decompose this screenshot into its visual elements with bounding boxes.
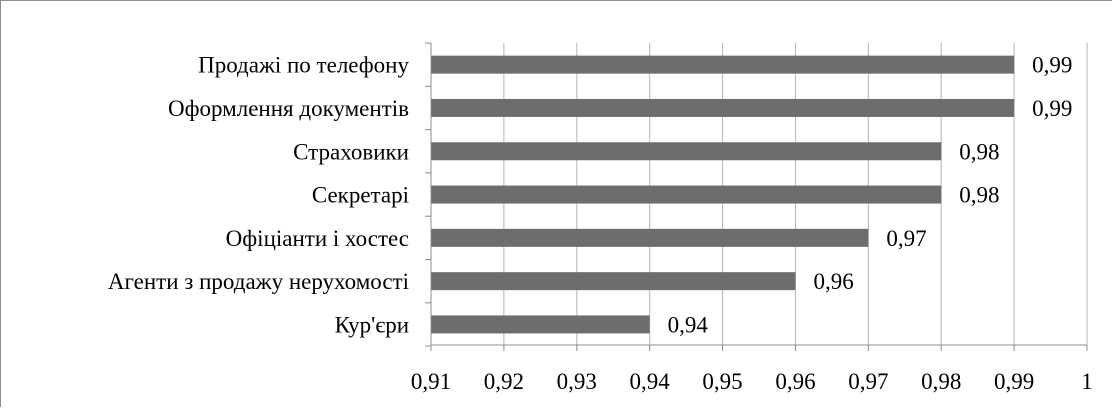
category-label: Офіціанти і хостес: [226, 226, 409, 251]
data-label: 0,98: [959, 139, 999, 164]
x-tick-label: 0,92: [484, 369, 524, 394]
category-label: Секретарі: [312, 183, 409, 208]
x-tick-label: 0,97: [848, 369, 888, 394]
category-label: Продажі по телефону: [198, 53, 409, 78]
x-tick-label: 0,99: [994, 369, 1034, 394]
bar: [431, 142, 942, 161]
x-tick-label: 0,94: [630, 369, 671, 394]
data-label: 0,98: [959, 183, 999, 208]
x-tick-label: 0,93: [557, 369, 597, 394]
x-tick-label: 0,98: [921, 369, 961, 394]
category-label: Кур'єри: [335, 312, 409, 337]
bar: [431, 315, 650, 334]
bar: [431, 228, 869, 247]
data-label: 0,99: [1032, 96, 1072, 121]
bar: [431, 272, 796, 291]
data-label: 0,96: [813, 269, 853, 294]
data-label: 0,94: [668, 312, 709, 337]
x-tick-label: 0,95: [702, 369, 742, 394]
bars: [431, 55, 1015, 334]
x-tick-label: 0,96: [775, 369, 815, 394]
axes: [425, 42, 1088, 351]
category-label: Агенти з продажу нерухомості: [108, 269, 409, 294]
data-label: 0,99: [1032, 53, 1072, 78]
data-label: 0,97: [886, 226, 926, 251]
category-label: Оформлення документів: [168, 96, 409, 121]
labels: 0,91 0,92 0,93 0,94 0,95 0,96 0,97 0,98 0,99 1 Про…: [108, 53, 1093, 394]
x-tick-label: 0,91: [411, 369, 451, 394]
bar: [431, 98, 1015, 117]
x-tick-label: 1: [1081, 369, 1093, 394]
bar: [431, 55, 1015, 74]
category-label: Страховики: [293, 139, 409, 164]
bar: [431, 185, 942, 204]
